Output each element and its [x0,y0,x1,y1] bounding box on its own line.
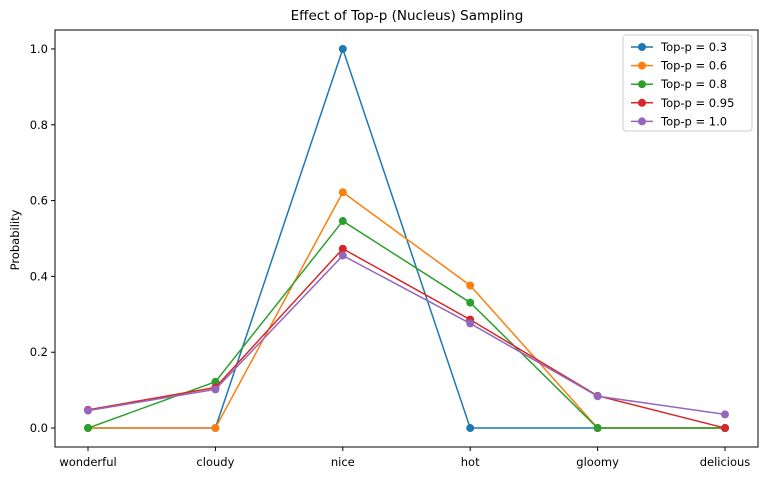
plot-area-frame [54,29,759,448]
data-point [84,424,92,433]
y-tick-label: 0.8 [30,118,48,132]
legend-label: Top-p = 0.6 [660,59,727,73]
chart-title: Effect of Top-p (Nucleus) Sampling [291,8,524,24]
data-point [593,392,602,401]
x-tick-label: wonderful [59,455,116,469]
y-tick-label: 0.6 [30,194,48,208]
y-tick-label: 0.0 [30,421,48,435]
y-tick-label: 0.4 [30,269,48,283]
y-tick-label: 1.0 [30,42,48,56]
legend: Top-p = 0.3 Top-p = 0.6 Top-p = 0.8 Top-p =… [622,34,753,132]
y-tick-label: 0.2 [30,345,48,359]
legend-swatch-marker [638,43,646,51]
x-tick-label: cloudy [196,455,234,469]
x-tick-label: gloomy [576,455,619,469]
legend-label: Top-p = 0.95 [660,96,734,110]
series-line-4 [87,254,726,416]
data-point [338,217,347,226]
data-point [721,424,729,433]
data-point [338,188,347,197]
legend-label: Top-p = 1.0 [660,114,727,128]
data-point [466,298,475,307]
data-point [211,424,220,433]
y-axis-label: Probability [8,209,22,270]
data-point [211,385,220,394]
data-point [721,410,729,419]
x-tick-label: delicious [700,455,751,469]
legend-swatch-marker [638,117,646,126]
legend-swatch-marker [638,61,646,70]
data-point [84,406,92,415]
data-point [338,244,347,253]
data-point [466,281,475,290]
data-point [466,319,475,328]
data-point [593,424,602,433]
data-point [466,424,475,433]
legend-swatch-marker [638,98,646,107]
legend-swatch-marker [638,80,646,89]
data-point [338,251,347,260]
legend-box [622,34,753,132]
x-tick-label: hot [461,455,480,469]
x-tick-label: nice [331,455,355,469]
legend-label: Top-p = 0.8 [660,77,727,91]
legend-label: Top-p = 0.3 [660,40,727,54]
series-line-2 [87,220,725,429]
data-point [211,377,220,386]
data-point [338,44,347,53]
series-line-3 [87,247,726,429]
